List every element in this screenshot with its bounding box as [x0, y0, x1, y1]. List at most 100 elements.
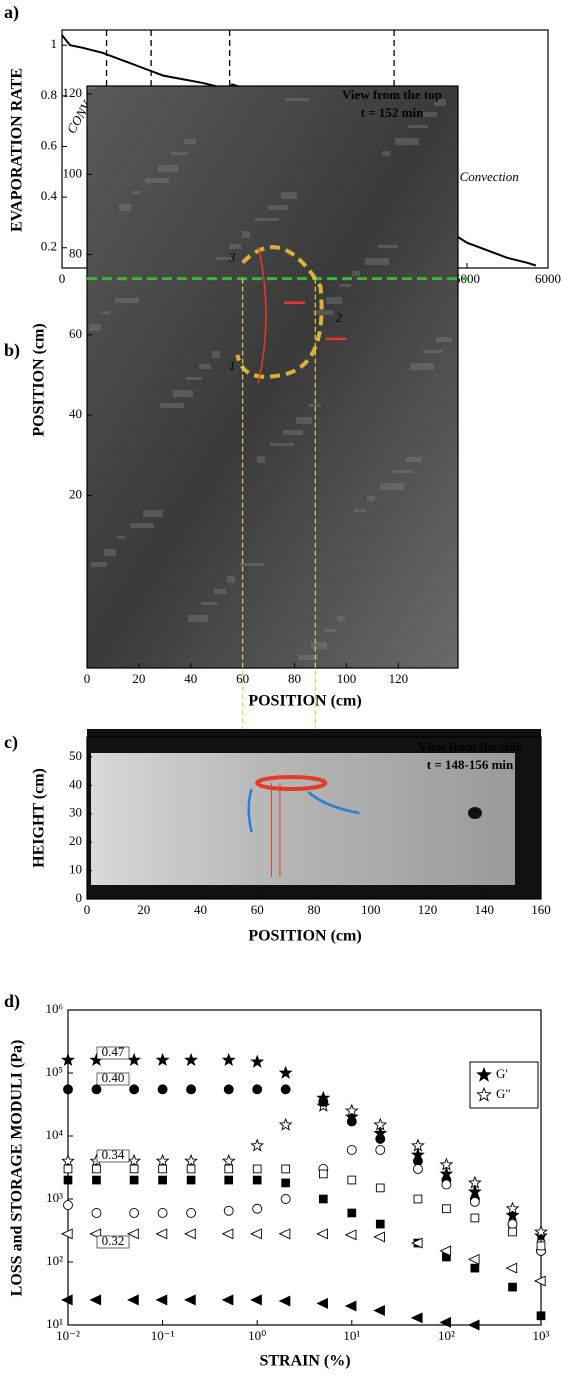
texture	[367, 496, 375, 501]
triangle-marker	[278, 1295, 291, 1307]
square-marker	[186, 1175, 196, 1185]
y-tick-label: 1	[51, 36, 58, 51]
square-marker	[224, 1164, 234, 1174]
circle-marker	[223, 1084, 234, 1095]
y-tick-label: 30	[69, 805, 82, 820]
triangle-marker	[60, 1228, 73, 1240]
label-box	[96, 1149, 130, 1163]
panel-label: a)	[4, 2, 19, 23]
texture	[352, 271, 360, 276]
texture	[365, 258, 389, 265]
y-axis-label: HEIGHT (cm)	[31, 768, 48, 868]
texture	[421, 112, 437, 117]
circle-marker	[157, 1208, 168, 1218]
y-tick-label: 0	[76, 890, 83, 905]
square-marker	[129, 1164, 139, 1174]
y-tick-label: 20	[69, 833, 82, 848]
texture	[171, 152, 187, 155]
y-tick-label: 0.8	[41, 87, 57, 102]
x-tick-label: 100	[337, 671, 357, 686]
star-marker	[344, 1103, 359, 1117]
x-tick-label: 10⁰	[248, 1328, 266, 1343]
circle-marker	[441, 1179, 452, 1190]
texture	[285, 98, 309, 101]
square-marker	[442, 1204, 451, 1214]
circle-marker	[129, 1208, 140, 1218]
square-marker	[508, 1282, 517, 1292]
triangle-marker	[155, 1294, 168, 1306]
x-tick-label: 10⁻²	[56, 1328, 80, 1343]
y-tick-label: 40	[69, 406, 82, 421]
y-axis-label: EVAPORATION RATE	[9, 68, 26, 232]
y-axis-label: LOSS and STORAGE MODULI (Pa)	[9, 1040, 26, 1297]
x-tick-label: 120	[418, 902, 438, 917]
texture	[255, 218, 279, 221]
square-marker	[129, 1175, 139, 1185]
star-marker	[410, 1138, 425, 1152]
texture	[311, 642, 327, 649]
texture	[298, 655, 318, 660]
y-tick-label: 100	[63, 165, 83, 180]
y-tick-label: 10	[69, 862, 82, 877]
square-marker	[63, 1164, 73, 1174]
circle-marker	[346, 1145, 357, 1155]
triangle-marker	[127, 1228, 139, 1240]
x-axis-label: STRAIN (%)	[259, 1353, 350, 1370]
star-marker	[221, 1153, 236, 1167]
texture	[143, 510, 163, 517]
star-marker	[439, 1157, 454, 1171]
annotation: 3	[228, 250, 236, 265]
triangle-marker	[467, 1319, 480, 1331]
y-axis-label: POSITION (cm)	[31, 323, 48, 436]
flow-arrow	[247, 788, 253, 833]
texture	[283, 430, 303, 435]
square-marker	[375, 1183, 385, 1193]
texture	[184, 139, 196, 144]
panel-label: d)	[4, 991, 20, 1012]
circle-marker	[280, 1084, 291, 1095]
texture	[186, 377, 202, 380]
texture	[393, 470, 413, 473]
texture	[216, 257, 232, 260]
texture	[115, 298, 139, 303]
texture	[130, 523, 154, 528]
x-tick-label: 0	[84, 671, 91, 686]
texture	[104, 549, 116, 556]
annotation: 1	[229, 358, 236, 373]
x-tick-label: 0	[59, 271, 66, 286]
texture	[281, 192, 297, 199]
star-marker	[476, 1086, 492, 1102]
square-marker	[347, 1175, 357, 1185]
triangle-marker	[344, 1300, 357, 1312]
y-tick-label: 10¹	[46, 1316, 63, 1331]
square-marker	[375, 1219, 385, 1229]
texture	[242, 231, 250, 238]
concentration-label: 0.40	[102, 1070, 125, 1085]
circle-marker	[252, 1084, 263, 1095]
texture	[339, 284, 351, 287]
star-marker	[127, 1052, 142, 1067]
x-tick-label: 60	[236, 671, 249, 686]
texture	[423, 350, 443, 353]
texture	[434, 99, 446, 106]
circle-marker	[63, 1084, 73, 1095]
x-axis-label: POSITION (cm)	[248, 693, 361, 710]
circle-marker	[375, 1133, 386, 1144]
annotation: t = 148-156 min	[427, 757, 514, 772]
texture	[436, 337, 452, 342]
circle-marker	[91, 1208, 102, 1218]
annotation: 2	[335, 310, 342, 325]
triangle-marker	[533, 1275, 546, 1287]
x-tick-label: 10⁻¹	[151, 1328, 175, 1343]
triangle-marker	[410, 1312, 423, 1324]
texture	[119, 204, 131, 211]
star-marker	[250, 1054, 265, 1068]
square-marker	[158, 1175, 167, 1185]
y-tick-label: 0.6	[41, 137, 58, 152]
circle-marker	[91, 1084, 102, 1095]
star-marker	[278, 1117, 293, 1131]
circle-marker	[157, 1084, 168, 1095]
plot-frame	[67, 1009, 542, 1326]
x-tick-label: 160	[531, 902, 551, 917]
circle-marker	[469, 1196, 480, 1207]
